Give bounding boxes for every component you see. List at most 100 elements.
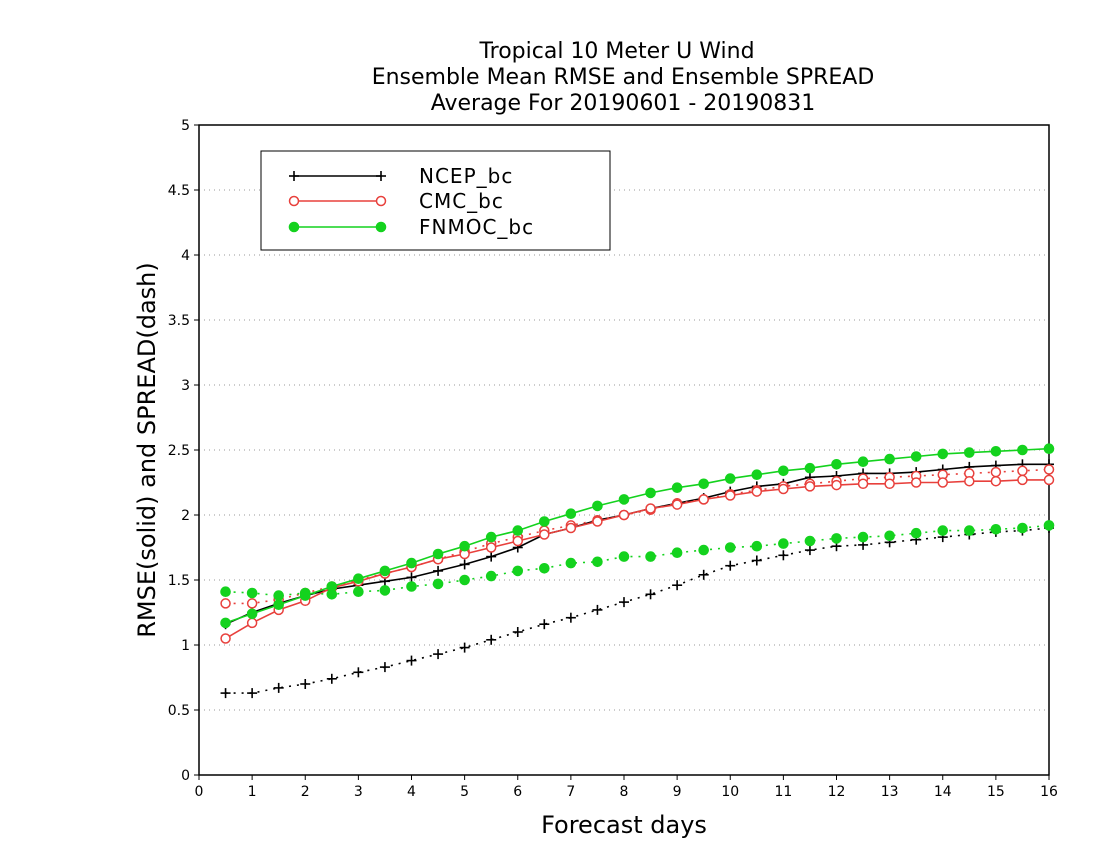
data-point-fnmoc-bc-spread-7: [406, 581, 417, 592]
series-group: [220, 443, 1055, 699]
data-point-fnmoc-bc-spread-17: [671, 547, 683, 559]
x-tick-label-13: 13: [881, 784, 899, 800]
data-point-cmc-bc-rmse-24: [857, 478, 869, 490]
series-line-ncep-bc-rmse: [225, 463, 1049, 625]
data-point-cmc-bc-rmse-27: [937, 477, 948, 488]
data-point-ncep-bc-spread-4: [326, 673, 337, 684]
data-point-fnmoc-bc-rmse-7: [406, 557, 417, 569]
data-point-fnmoc-bc-spread-9: [459, 574, 470, 586]
legend-marker-cmc-bc-left: [288, 195, 300, 207]
data-point-ncep-bc-spread-15: [619, 597, 629, 608]
legend-marker-fnmoc-bc-right: [375, 221, 387, 233]
x-tick-label-12: 12: [828, 784, 846, 800]
data-point-fnmoc-bc-spread-26: [910, 527, 922, 539]
x-tick-label-7: 7: [566, 784, 575, 800]
chart-title-line-2: Ensemble Mean RMSE and Ensemble SPREAD: [372, 65, 875, 90]
data-point-fnmoc-bc-spread-18: [698, 544, 709, 556]
data-point-cmc-bc-rmse-14: [592, 516, 603, 527]
x-tick-label-1: 1: [248, 784, 257, 800]
data-point-cmc-bc-spread-1: [246, 598, 258, 609]
data-point-fnmoc-bc-rmse-14: [592, 500, 603, 512]
data-point-ncep-bc-spread-0: [220, 688, 231, 699]
data-point-cmc-bc-spread-0: [220, 598, 231, 609]
data-point-fnmoc-bc-rmse-27: [937, 448, 949, 460]
y-tick-label-2: 1: [181, 638, 190, 654]
data-point-fnmoc-bc-rmse-23: [831, 459, 842, 470]
data-point-ncep-bc-rmse-7: [406, 572, 417, 583]
data-point-fnmoc-bc-rmse-22: [804, 462, 816, 474]
series-cmc-bc: [220, 464, 1055, 644]
data-point-ncep-bc-spread-14: [592, 604, 603, 615]
data-point-fnmoc-bc-spread-12: [539, 563, 550, 574]
data-point-fnmoc-bc-spread-5: [353, 586, 364, 598]
legend-entry-fnmoc: FNMOC_bc: [288, 215, 533, 239]
data-point-cmc-bc-rmse-16: [645, 503, 656, 514]
y-tick-label-1: 0.5: [168, 703, 190, 719]
x-tick-label-0: 0: [195, 784, 204, 800]
x-tick-label-14: 14: [934, 784, 952, 800]
series-ncep-bc: [220, 459, 1054, 699]
y-axis-label: RMSE(solid) and SPREAD(dash): [133, 262, 161, 638]
data-point-ncep-bc-spread-9: [459, 642, 470, 653]
series-line-ncep-bc-spread: [225, 527, 1050, 694]
data-point-ncep-bc-spread-17: [672, 580, 683, 591]
data-point-cmc-bc-rmse-0: [220, 633, 231, 644]
x-axis-label: Forecast days: [541, 811, 707, 839]
series-line-cmc-bc-rmse: [225, 479, 1049, 640]
legend-marker-cmc-bc-right: [375, 195, 387, 207]
data-point-ncep-bc-spread-16: [645, 589, 656, 600]
data-point-ncep-bc-spread-8: [433, 649, 444, 660]
legend-label-cmc: CMC_bc: [419, 189, 504, 213]
data-point-cmc-bc-rmse-25: [884, 478, 895, 490]
data-point-fnmoc-bc-spread-27: [937, 525, 949, 536]
y-tick-label-7: 3.5: [168, 313, 190, 329]
data-point-ncep-bc-spread-6: [379, 662, 390, 673]
data-point-fnmoc-bc-rmse-1: [246, 608, 258, 620]
data-point-cmc-bc-rmse-10: [485, 542, 497, 553]
data-point-cmc-bc-rmse-18: [698, 494, 709, 505]
data-point-cmc-bc-rmse-13: [565, 522, 577, 534]
data-point-cmc-bc-rmse-26: [910, 477, 922, 488]
data-point-fnmoc-bc-spread-21: [778, 538, 789, 549]
data-point-fnmoc-bc-spread-22: [804, 535, 816, 547]
x-tick-label-15: 15: [987, 784, 1005, 800]
data-point-cmc-bc-rmse-21: [778, 483, 789, 495]
data-point-fnmoc-bc-rmse-17: [671, 482, 683, 494]
series-line-fnmoc-bc-spread: [225, 524, 1050, 597]
data-point-fnmoc-bc-spread-28: [964, 525, 975, 536]
data-point-ncep-bc-spread-22: [804, 545, 815, 556]
data-point-fnmoc-bc-spread-13: [565, 557, 577, 569]
x-tick-label-16: 16: [1040, 784, 1058, 800]
data-point-fnmoc-bc-spread-10: [485, 570, 497, 582]
data-point-fnmoc-bc-spread-23: [831, 533, 842, 544]
data-point-ncep-bc-spread-10: [486, 634, 497, 645]
data-point-cmc-bc-rmse-11: [512, 535, 523, 547]
data-point-ncep-bc-spread-18: [698, 569, 709, 580]
data-point-fnmoc-bc-rmse-5: [353, 573, 364, 585]
legend-marker-fnmoc-bc-left: [288, 221, 300, 233]
data-point-fnmoc-bc-rmse-28: [964, 447, 975, 458]
data-point-ncep-bc-spread-21: [778, 550, 789, 561]
data-point-ncep-bc-rmse-8: [433, 565, 444, 576]
legend-marker-ncep-bc-right: [376, 171, 386, 181]
x-tick-label-11: 11: [774, 784, 792, 800]
data-point-fnmoc-bc-rmse-0: [220, 617, 231, 629]
data-point-cmc-bc-rmse-31: [1043, 474, 1055, 486]
data-point-fnmoc-bc-rmse-26: [910, 451, 922, 462]
data-point-ncep-bc-spread-19: [725, 560, 736, 571]
data-point-fnmoc-bc-rmse-4: [326, 581, 338, 592]
data-point-fnmoc-bc-spread-0: [220, 586, 231, 598]
data-point-fnmoc-bc-spread-6: [379, 585, 391, 596]
data-point-fnmoc-bc-rmse-19: [724, 473, 736, 484]
chart-title-line-1: Tropical 10 Meter U Wind: [478, 39, 754, 64]
data-point-ncep-bc-rmse-10: [486, 551, 497, 562]
data-point-fnmoc-bc-rmse-6: [379, 565, 391, 577]
y-tick-label-8: 4: [181, 248, 190, 264]
y-tick-label-5: 2.5: [168, 443, 190, 459]
x-tick-label-5: 5: [460, 784, 469, 800]
data-point-cmc-bc-rmse-30: [1017, 474, 1028, 486]
data-point-ncep-bc-spread-20: [751, 555, 762, 566]
data-point-fnmoc-bc-rmse-2: [273, 599, 284, 611]
data-point-fnmoc-bc-rmse-8: [432, 548, 444, 560]
